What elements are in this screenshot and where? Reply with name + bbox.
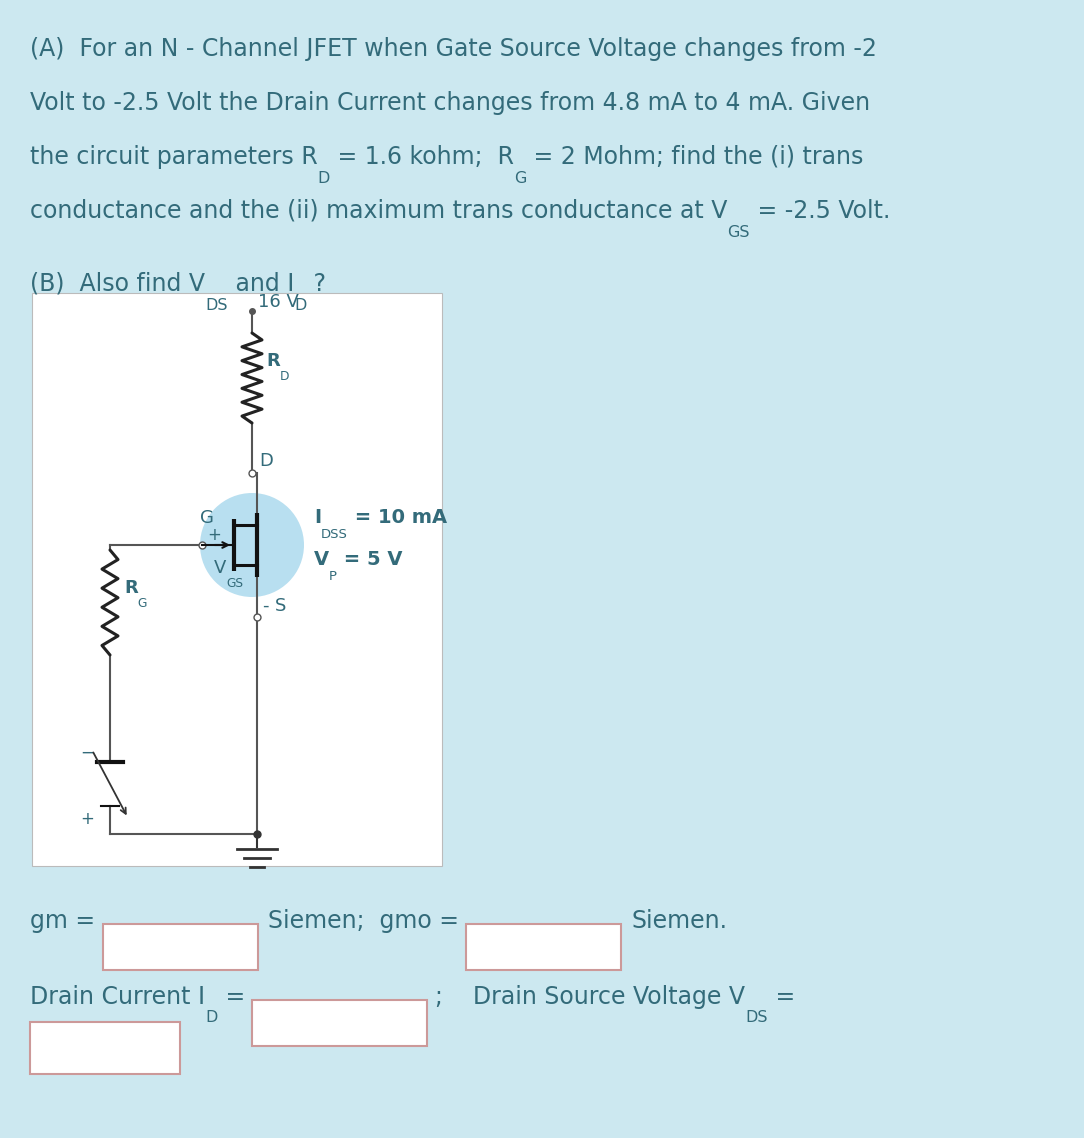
Text: ;    Drain Source Voltage V: ; Drain Source Voltage V	[436, 984, 746, 1008]
Text: Drain Current I: Drain Current I	[30, 984, 205, 1008]
Text: the circuit parameters R: the circuit parameters R	[30, 145, 318, 170]
Text: = -2.5 Volt.: = -2.5 Volt.	[750, 199, 890, 223]
Text: DS: DS	[746, 1011, 767, 1025]
Text: DSS: DSS	[321, 528, 348, 542]
Text: conductance and the (ii) maximum trans conductance at V: conductance and the (ii) maximum trans c…	[30, 199, 727, 223]
Text: P: P	[330, 570, 337, 584]
Text: D: D	[294, 298, 307, 313]
Bar	[253, 999, 427, 1046]
Text: =: =	[218, 984, 253, 1008]
Text: D: D	[280, 370, 289, 384]
Text: G: G	[514, 171, 527, 185]
Text: (A)  For an N - Channel JFET when Gate Source Voltage changes from -2: (A) For an N - Channel JFET when Gate So…	[30, 38, 877, 61]
Text: R: R	[124, 578, 138, 596]
Bar	[33, 292, 442, 866]
Text: R: R	[266, 352, 280, 370]
Text: +: +	[207, 526, 221, 544]
Text: GS: GS	[227, 577, 244, 591]
Text: (B)  Also find V: (B) Also find V	[30, 272, 205, 296]
Text: S: S	[275, 597, 286, 615]
Text: and I: and I	[228, 272, 294, 296]
Text: GS: GS	[727, 224, 750, 240]
Text: G: G	[201, 509, 214, 527]
Text: = 2 Mohm; find the (i) trans: = 2 Mohm; find the (i) trans	[527, 145, 864, 170]
Text: +: +	[80, 810, 94, 828]
Text: Siemen;  gmo =: Siemen; gmo =	[268, 909, 466, 933]
Text: V: V	[314, 550, 330, 569]
Text: -: -	[263, 597, 275, 615]
Text: G: G	[138, 596, 147, 610]
Text: Siemen.: Siemen.	[631, 909, 727, 933]
Text: ?: ?	[307, 272, 326, 296]
Text: = 5 V: = 5 V	[337, 550, 402, 569]
Text: = 1.6 kohm;  R: = 1.6 kohm; R	[331, 145, 514, 170]
Text: =: =	[767, 984, 795, 1008]
Text: 16 V: 16 V	[258, 292, 299, 311]
Text: Volt to -2.5 Volt the Drain Current changes from 4.8 mA to 4 mA. Given: Volt to -2.5 Volt the Drain Current chan…	[30, 91, 870, 115]
Text: D: D	[205, 1011, 218, 1025]
Text: −: −	[80, 744, 94, 762]
Bar	[466, 924, 621, 970]
Text: V: V	[214, 559, 227, 577]
Bar	[103, 924, 258, 970]
Text: = 10 mA: = 10 mA	[348, 508, 447, 527]
Text: D: D	[259, 452, 273, 470]
Circle shape	[201, 493, 304, 597]
Text: I: I	[314, 508, 321, 527]
Bar	[30, 1022, 180, 1073]
Text: gm =: gm =	[30, 909, 103, 933]
Text: DS: DS	[205, 298, 228, 313]
Text: D: D	[318, 171, 331, 185]
